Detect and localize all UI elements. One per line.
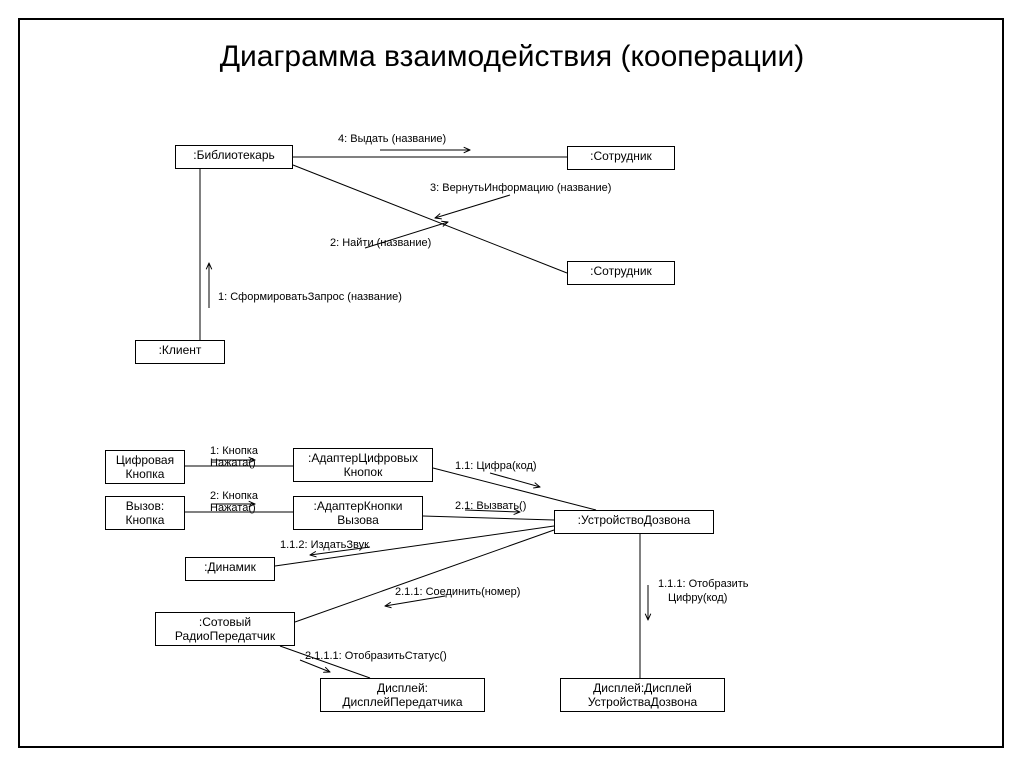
edge-label: 2: Кнопка	[210, 490, 258, 502]
node-speaker: :Динамик	[185, 557, 275, 581]
edge-label: Цифру(код)	[668, 592, 727, 604]
node-digitBtn: ЦифроваяКнопка	[105, 450, 185, 484]
edge-label: 1.1: Цифра(код)	[455, 460, 537, 472]
node-client: :Клиент	[135, 340, 225, 364]
edge-label: 1: СформироватьЗапрос (название)	[218, 291, 402, 303]
page-title: Диаграмма взаимодействия (кооперации)	[0, 40, 1024, 74]
node-callAdapt: :АдаптерКнопкиВызова	[293, 496, 423, 530]
node-dispDial: Дисплей:ДисплейУстройстваДозвона	[560, 678, 725, 712]
node-callBtn: Вызов:Кнопка	[105, 496, 185, 530]
node-radio: :СотовыйРадиоПередатчик	[155, 612, 295, 646]
edge-label: 3: ВернутьИнформацию (название)	[430, 182, 611, 194]
edge-label: 2.1.1: Соединить(номер)	[395, 586, 520, 598]
node-dispTx: Дисплей:ДисплейПередатчика	[320, 678, 485, 712]
edge-label: 2: Найти (название)	[330, 237, 431, 249]
edge-label: 2.1: Вызвать()	[455, 500, 526, 512]
edge-label: 4: Выдать (название)	[338, 133, 446, 145]
edge-label: 1.1.2: ИздатьЗвук	[280, 539, 369, 551]
edge-label: 2.1.1.1: ОтобразитьСтатус()	[305, 650, 447, 662]
node-employee1: :Сотрудник	[567, 146, 675, 170]
edge-label: Нажата()	[210, 502, 256, 514]
edge-label: 1: Кнопка	[210, 445, 258, 457]
edge-label: 1.1.1: Отобразить	[658, 578, 749, 590]
node-digitAdapt: :АдаптерЦифровыхКнопок	[293, 448, 433, 482]
node-dialer: :УстройствоДозвона	[554, 510, 714, 534]
edge-label: Нажата()	[210, 457, 256, 469]
node-employee2: :Сотрудник	[567, 261, 675, 285]
node-librarian: :Библиотекарь	[175, 145, 293, 169]
